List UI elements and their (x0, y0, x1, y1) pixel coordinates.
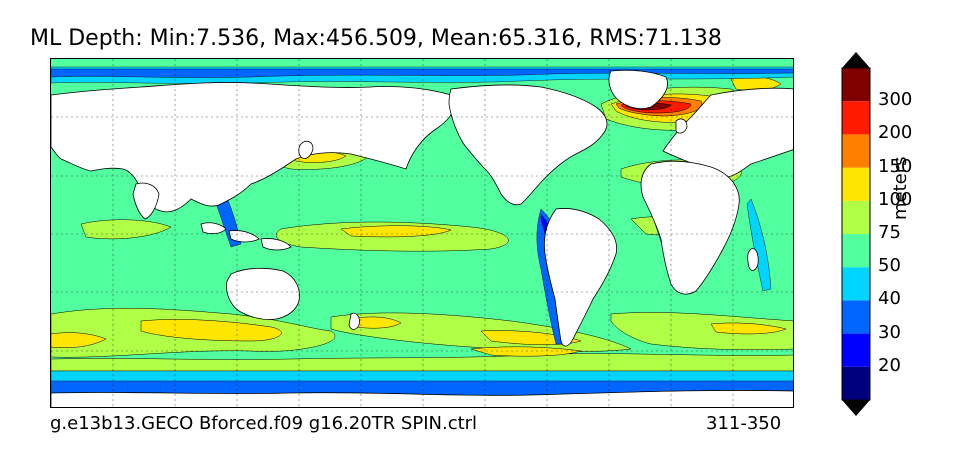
colorbar-segment (842, 68, 870, 102)
colorbar-segment (842, 200, 870, 234)
colorbar-tick-label: 50 (878, 255, 901, 277)
colorbar-segment (842, 101, 870, 135)
colorbar-segment (842, 366, 870, 400)
colorbar-extend-min (842, 400, 870, 416)
southern-ocean-band (51, 346, 793, 372)
colorbar-segment (842, 234, 870, 268)
colorbar-tick-label: 20 (878, 354, 901, 376)
colorbar-tick-label: 300 (878, 89, 913, 111)
colorbar-tick-label: 40 (878, 288, 901, 310)
colorbar-tick-label: 200 (878, 122, 913, 144)
years-label: 311-350 (706, 413, 782, 434)
colorbar-segment (842, 300, 870, 334)
land-masses (51, 69, 793, 407)
map-panel (50, 58, 794, 408)
colorbar-segment (842, 167, 870, 201)
colorbar-unit-label: meters (890, 156, 911, 220)
colorbar-extend-max (842, 52, 870, 68)
colorbar-segment (842, 333, 870, 367)
colorbar-segment (842, 267, 870, 301)
colorbar-tick-label: 100 (878, 188, 913, 210)
colorbar-tick-label: 150 (878, 155, 913, 177)
colorbar-segment (842, 134, 870, 168)
case-name-label: g.e13b13.GECO Bforced.f09 g16.20TR SPIN.… (50, 413, 478, 434)
colorbar (841, 52, 871, 416)
colorbar-tick-label: 75 (878, 222, 901, 243)
map-gridlines (51, 59, 793, 407)
ml-depth-map (51, 59, 793, 407)
colorbar-border (841, 67, 871, 401)
colorbar-tick-label: 30 (878, 321, 901, 343)
band-100-150 (51, 76, 787, 348)
map-title: ML Depth: Min:7.536, Max:456.509, Mean:6… (30, 26, 722, 51)
